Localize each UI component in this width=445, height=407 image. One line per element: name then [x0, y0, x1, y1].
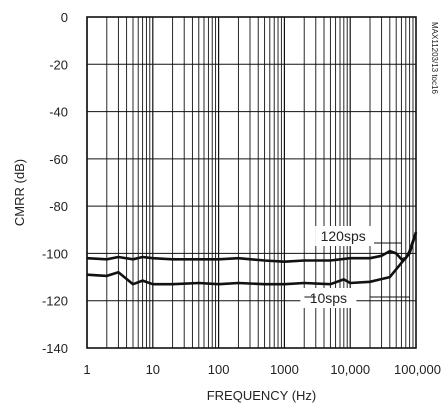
series-label-box — [300, 288, 357, 308]
x-tick-label: 10,000 — [330, 362, 370, 377]
y-tick-label: -140 — [42, 341, 68, 356]
plot-frame — [86, 16, 417, 349]
x-axis-ticks: 1 10 100 1000 10,000 100,000 — [83, 362, 441, 377]
series-line-120sps — [86, 231, 418, 263]
y-tick-label: 0 — [61, 10, 68, 25]
series-line-10sps — [86, 231, 418, 286]
x-tick-label: 1000 — [270, 362, 299, 377]
chart-grid — [86, 16, 416, 349]
y-tick-label: -40 — [49, 105, 68, 120]
y-tick-label: -60 — [49, 152, 68, 167]
y-axis-ticks: 0 -20 -40 -60 -80 -100 -120 -140 — [42, 10, 68, 356]
x-tick-label: 1 — [83, 362, 90, 377]
chart-series — [86, 231, 418, 286]
series-label-120sps: 120sps — [321, 228, 366, 244]
y-tick-label: -100 — [42, 246, 68, 261]
series-label-box — [315, 226, 372, 246]
x-tick-label: 100 — [208, 362, 230, 377]
y-tick-label: -120 — [42, 294, 68, 309]
y-axis-label: CMRR (dB) — [12, 159, 27, 226]
y-tick-label: -20 — [49, 57, 68, 72]
series-labels: 120sps 10sps — [300, 226, 410, 308]
x-tick-label: 100,000 — [394, 362, 441, 377]
x-tick-label: 10 — [146, 362, 160, 377]
y-tick-label: -80 — [49, 199, 68, 214]
x-axis-label: FREQUENCY (Hz) — [207, 388, 317, 403]
figure-code-watermark: MAX11203/13 toc16 — [430, 22, 439, 94]
series-label-10sps: 10sps — [310, 290, 347, 306]
